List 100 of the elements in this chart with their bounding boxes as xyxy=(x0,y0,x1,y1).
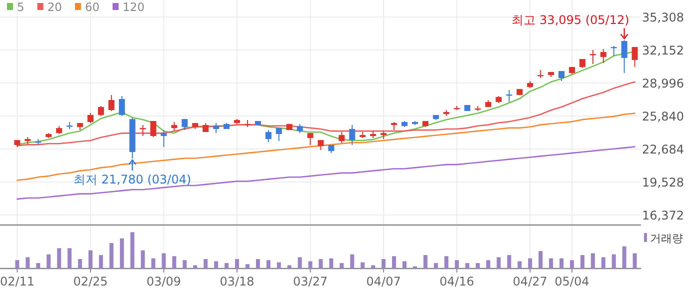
bar xyxy=(570,260,574,268)
bar xyxy=(622,246,626,268)
bar xyxy=(130,232,134,268)
y-tick-label: 25,840 xyxy=(642,110,684,124)
candlestick xyxy=(98,105,104,117)
bar xyxy=(350,254,354,268)
candlestick xyxy=(621,40,628,74)
bar xyxy=(402,261,406,268)
candlestick xyxy=(182,118,188,131)
bar xyxy=(329,258,334,268)
candlestick xyxy=(600,48,606,64)
bar xyxy=(298,257,302,268)
legend-label: 60 xyxy=(84,0,100,14)
candlestick xyxy=(338,132,345,144)
bar xyxy=(140,250,145,268)
bar xyxy=(496,257,501,268)
bar xyxy=(454,260,459,268)
bar xyxy=(172,256,176,268)
bar xyxy=(486,260,490,268)
bar xyxy=(612,254,616,268)
y-tick-label: 35,308 xyxy=(642,10,684,24)
bar xyxy=(182,260,187,268)
candlestick xyxy=(296,123,303,134)
bar xyxy=(287,265,292,268)
bar xyxy=(78,259,82,268)
bar xyxy=(465,263,470,268)
bar xyxy=(601,257,606,268)
annotation: 최저 21,780 (03/04) xyxy=(74,172,192,186)
bar xyxy=(340,263,344,268)
candlestick xyxy=(160,130,167,148)
bar xyxy=(235,259,240,268)
bar xyxy=(371,265,376,268)
bar xyxy=(36,263,40,268)
candlestick xyxy=(265,130,272,143)
line-series xyxy=(16,146,636,200)
bar xyxy=(538,251,543,268)
x-tick-label: 04/27 xyxy=(512,274,548,288)
y-tick-label: 28,996 xyxy=(642,76,684,91)
x-tick-label: 05/04 xyxy=(554,274,590,288)
candlestick xyxy=(88,112,94,124)
bar xyxy=(151,258,156,268)
candlestick xyxy=(118,96,125,117)
bar xyxy=(318,259,323,268)
bar xyxy=(560,258,564,268)
legend-label: 5 xyxy=(17,0,24,14)
candlestick xyxy=(632,46,638,68)
bar xyxy=(444,256,448,268)
x-tick-label: 03/27 xyxy=(293,274,328,288)
y-tick-label: 19,528 xyxy=(642,176,684,190)
bar xyxy=(580,255,584,268)
bar xyxy=(632,253,637,268)
bar xyxy=(528,258,532,268)
bar xyxy=(214,261,218,268)
bar xyxy=(15,260,20,268)
candlestick xyxy=(558,70,564,82)
legend-label: 20 xyxy=(47,0,62,14)
bar xyxy=(162,253,166,268)
x-tick-label: 04/16 xyxy=(440,274,474,288)
bar xyxy=(193,265,198,268)
bar xyxy=(224,263,229,268)
bar xyxy=(434,263,438,268)
bar xyxy=(88,250,92,268)
bar xyxy=(360,262,365,268)
bar xyxy=(256,259,260,268)
candlestick xyxy=(150,120,156,138)
bar xyxy=(98,255,103,268)
candlestick xyxy=(307,132,314,146)
x-tick-label: 04/07 xyxy=(366,274,401,288)
candlestick xyxy=(213,122,220,134)
x-tick-label: 02/11 xyxy=(0,274,35,288)
candlestick xyxy=(276,128,282,142)
bar xyxy=(266,260,270,268)
y-tick-label: 32,152 xyxy=(642,44,684,58)
candlestick xyxy=(108,94,114,112)
x-tick-label: 03/09 xyxy=(146,274,182,288)
candlestick xyxy=(318,140,324,151)
annotation: 최고 33,095 (05/12) xyxy=(512,13,630,28)
bar xyxy=(308,261,312,268)
bar xyxy=(518,261,522,268)
bar xyxy=(382,259,386,268)
x-tick-label: 02/25 xyxy=(73,274,108,288)
bar xyxy=(246,264,250,268)
legend-label: 120 xyxy=(122,0,145,14)
legend-label: 거래량 xyxy=(650,232,683,245)
bar xyxy=(507,255,512,268)
bar xyxy=(120,238,124,268)
bar xyxy=(26,257,30,268)
x-tick-label: 03/18 xyxy=(220,274,254,288)
bar xyxy=(276,262,281,268)
y-tick-label: 16,372 xyxy=(642,208,684,223)
bar xyxy=(204,259,208,268)
bar xyxy=(423,255,428,268)
y-tick-label: 22,684 xyxy=(642,142,684,157)
candlestick xyxy=(349,124,356,146)
bar xyxy=(57,248,62,268)
bar xyxy=(109,243,114,268)
bar xyxy=(392,256,396,268)
bar xyxy=(590,253,595,268)
bar xyxy=(549,258,554,268)
bar xyxy=(68,248,72,268)
